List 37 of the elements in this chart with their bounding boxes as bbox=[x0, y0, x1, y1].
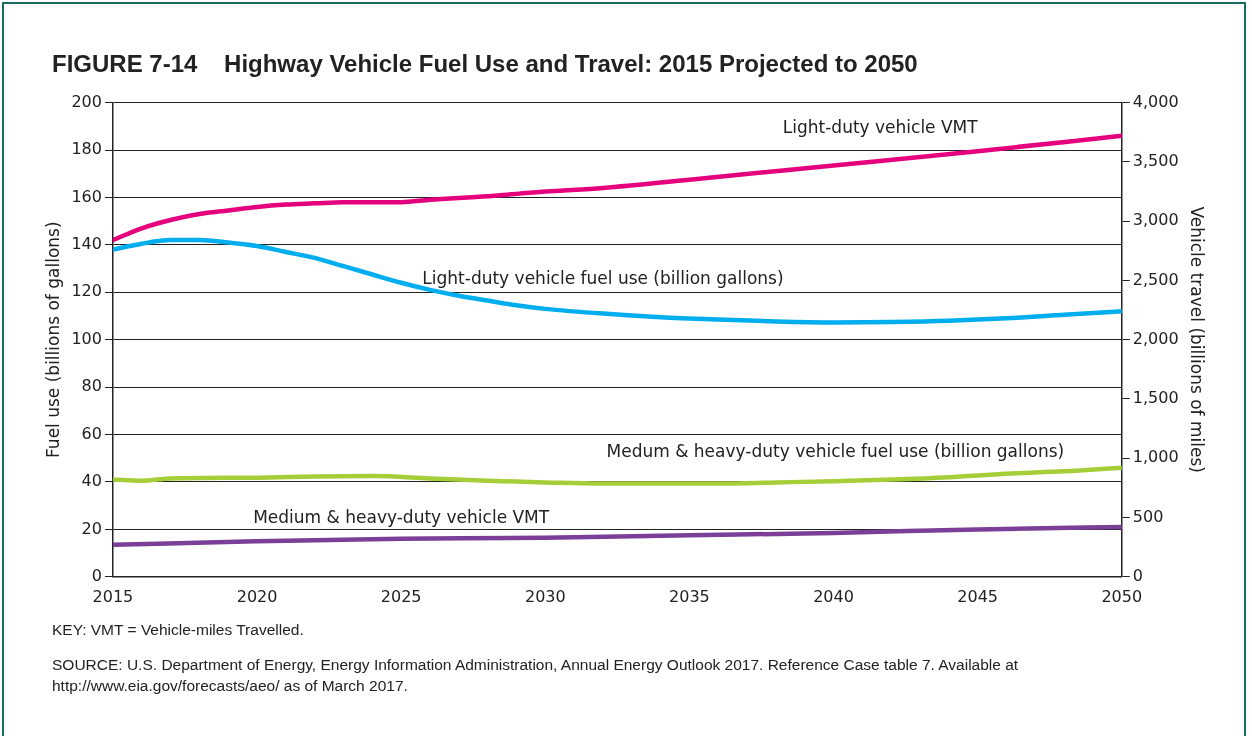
y-tick-label: 20 bbox=[81, 518, 102, 538]
x-tick-label: 2045 bbox=[957, 586, 999, 606]
x-tick-label: 2025 bbox=[380, 586, 422, 606]
series-label: Medium & heavy-duty vehicle VMT bbox=[253, 506, 550, 527]
y2-tick-label: 3,500 bbox=[1132, 151, 1179, 171]
y2-axis-title: Vehicle travel (billions of miles) bbox=[1187, 206, 1208, 473]
y-tick-label: 200 bbox=[71, 91, 102, 111]
y2-tick-label: 2,000 bbox=[1132, 328, 1179, 348]
series-label: Medum & heavy-duty vehicle fuel use (billion gallons) bbox=[606, 441, 1065, 462]
x-tick-label: 2040 bbox=[813, 586, 854, 606]
y-tick-label: 140 bbox=[71, 234, 102, 254]
y-tick-label: 40 bbox=[81, 471, 102, 491]
x-tick-label: 2020 bbox=[236, 586, 278, 606]
x-tick-label: 2035 bbox=[669, 586, 710, 606]
y-tick-label: 100 bbox=[71, 328, 102, 348]
y-tick-label: 160 bbox=[71, 186, 102, 206]
y-axis-title: Fuel use (billions of gallons) bbox=[42, 221, 63, 458]
y2-tick-label: 4,000 bbox=[1132, 91, 1179, 111]
y-tick-label: 0 bbox=[91, 565, 102, 585]
y2-tick-label: 0 bbox=[1132, 565, 1143, 585]
y-tick-label: 60 bbox=[81, 423, 102, 443]
source-note: SOURCE: U.S. Department of Energy, Energy Information Administration, Annual Energy Outlook 2017. Reference Case table 7. Available at http://www.eia.gov/forecasts/aeo/ as of March 2017. bbox=[52, 654, 1020, 696]
y2-tick-label: 500 bbox=[1132, 506, 1164, 526]
y-tick-label: 120 bbox=[71, 281, 102, 301]
y2-tick-label: 1,000 bbox=[1132, 447, 1179, 467]
x-tick-label: 2030 bbox=[524, 586, 566, 606]
x-tick-label: 2050 bbox=[1101, 586, 1143, 606]
text: KEY: VMT = Vehicle-miles Travelled. bbox=[52, 620, 305, 640]
chart-title: FIGURE 7-14 Highway Vehicle Fuel Use and Travel: 2015 Projected to 2050 bbox=[52, 50, 918, 78]
y-tick-label: 80 bbox=[81, 376, 102, 396]
series-label: Light-duty vehicle VMT bbox=[782, 117, 979, 138]
y2-tick-label: 1,500 bbox=[1132, 388, 1179, 408]
y-tick-label: 180 bbox=[71, 139, 102, 159]
x-tick-label: 2015 bbox=[92, 586, 134, 606]
series-label: Light-duty vehicle fuel use (billion gallons) bbox=[422, 267, 784, 288]
y2-tick-label: 3,000 bbox=[1132, 210, 1179, 230]
y2-tick-label: 2,500 bbox=[1132, 269, 1179, 289]
